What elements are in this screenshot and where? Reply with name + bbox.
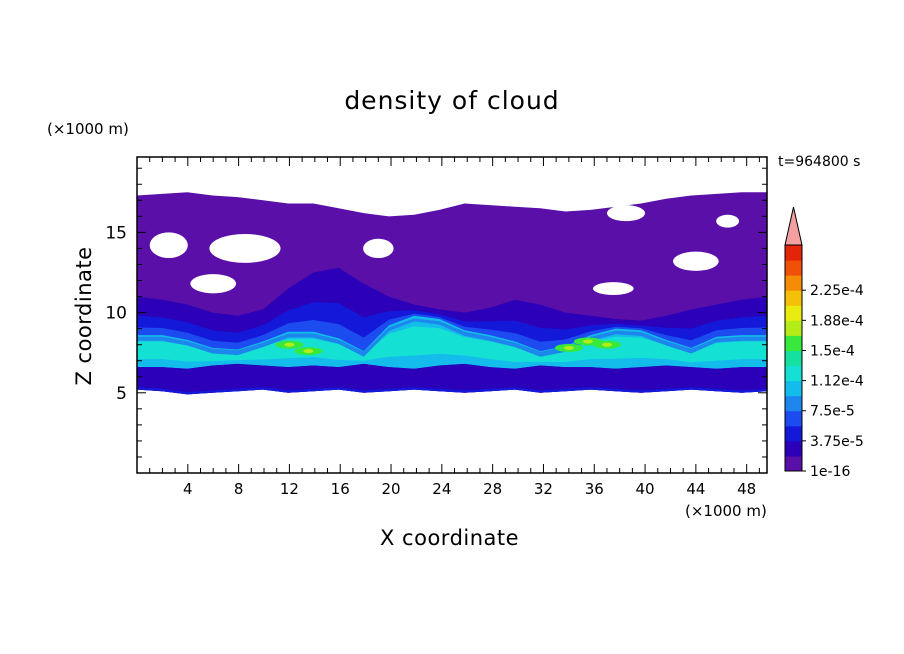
x-tick-label: 32 [534, 480, 553, 498]
cloud-band-teal [137, 326, 767, 363]
colorbar-swatch [785, 260, 802, 276]
cloud-gap [363, 238, 394, 259]
colorbar-extend-arrow [784, 206, 803, 246]
colorbar-label: 1.5e-4 [810, 343, 855, 359]
y-axis-unit: (×1000 m) [47, 120, 129, 138]
cloud-gap [190, 274, 237, 294]
colorbar-label: 1e-16 [810, 464, 850, 480]
colorbar-swatch [785, 410, 802, 427]
x-tick-label: 12 [280, 480, 299, 498]
colorbar-swatch [785, 395, 802, 412]
cloud-field [137, 192, 767, 395]
cloud-gap [606, 205, 646, 222]
x-tick-label: 8 [234, 480, 244, 498]
colorbar-frame [784, 244, 803, 472]
cloud-gap [592, 282, 634, 295]
plot-frame [136, 156, 768, 474]
chart-title: density of cloud [344, 86, 560, 115]
colorbar-swatch [785, 365, 802, 382]
colorbar-label: 3.75e-5 [810, 434, 864, 450]
y-tick-label: 10 [105, 304, 127, 324]
cloud-peak-core [601, 342, 612, 347]
colorbar: 1e-16 3.75e-5 7.5e-5 1.12e-4 1.5e-4 1.88e-4 2.… [784, 206, 864, 480]
colorbar-swatch [785, 275, 802, 291]
colorbar-swatch [785, 335, 802, 351]
cloud-peak-core [284, 342, 295, 347]
colorbar-swatch [785, 380, 802, 397]
x-tick-label: 4 [183, 480, 193, 498]
colorbar-swatch [785, 455, 802, 472]
x-tick-label: 48 [737, 480, 756, 498]
cloud-peak-core [563, 345, 574, 350]
colorbar-label: 1.88e-4 [810, 313, 864, 329]
x-tick-label: 16 [331, 480, 350, 498]
y-tick-label: 15 [105, 223, 127, 243]
colorbar-swatch [785, 440, 802, 457]
cloud-peak-core [303, 349, 314, 354]
x-tick-label: 24 [432, 480, 451, 498]
colorbar-swatch [785, 350, 802, 367]
x-axis-unit: (×1000 m) [685, 502, 767, 520]
cloud-gap [673, 251, 719, 271]
x-tick-label: 44 [686, 480, 705, 498]
x-tick-label: 20 [381, 480, 400, 498]
cloud-band-base [137, 363, 767, 392]
colorbar-label: 1.12e-4 [810, 374, 864, 390]
colorbar-swatch [785, 245, 802, 261]
x-tick-label: 40 [636, 480, 655, 498]
cloud-gap [716, 214, 740, 228]
cloud-gap [149, 232, 188, 259]
colorbar-label: 7.5e-5 [810, 404, 855, 420]
colorbar-swatch [785, 425, 802, 442]
x-tick-label: 28 [483, 480, 502, 498]
cloud-gap [209, 233, 281, 263]
x-axis-label: X coordinate [380, 526, 520, 550]
x-tick-label: 36 [585, 480, 604, 498]
colorbar-label: 2.25e-4 [810, 283, 864, 299]
colorbar-swatch [785, 305, 802, 321]
colorbar-swatch [785, 290, 802, 306]
timestamp-label: t=964800 s [778, 154, 861, 170]
colorbar-swatch [785, 320, 802, 336]
cloud-peak-core [582, 339, 593, 344]
y-tick-label: 5 [116, 384, 127, 404]
